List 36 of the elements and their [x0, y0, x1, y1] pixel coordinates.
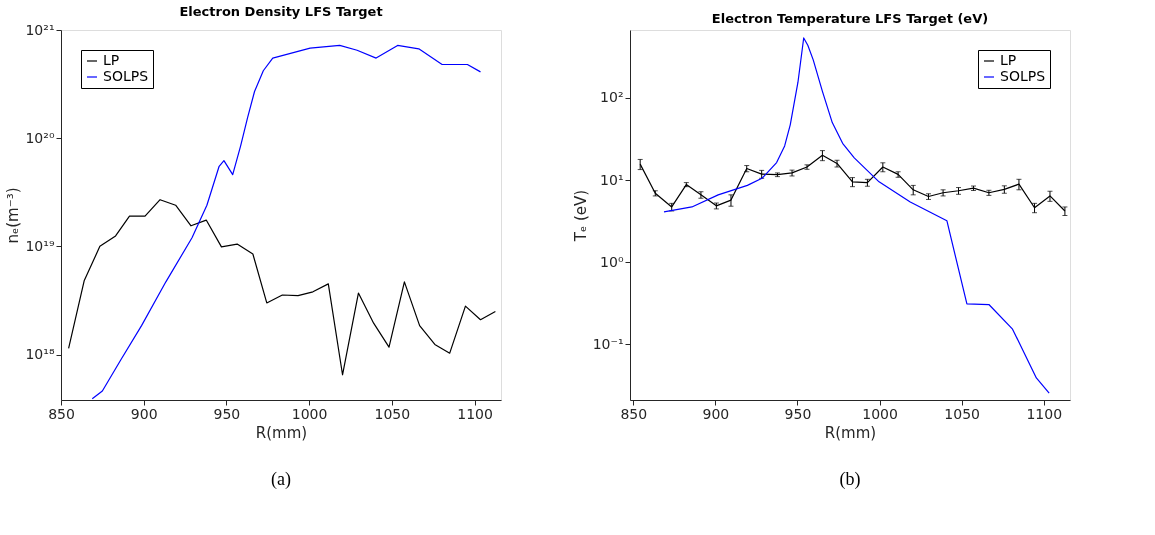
y-tick-label: 10¹ — [600, 171, 624, 188]
x-tick-label: 900 — [130, 405, 158, 422]
line-series — [68, 199, 496, 376]
y-axis-title: Tₑ (eV) — [571, 189, 590, 243]
y-tick-label: 10⁻¹ — [592, 335, 624, 352]
y-tick-label: 10² — [600, 89, 624, 106]
x-tick-label: 900 — [702, 405, 730, 422]
text: (b) — [839, 469, 861, 490]
chart-title: Electron Temperature LFS Target (eV) — [711, 11, 989, 26]
x-tick-label: 1000 — [862, 405, 898, 422]
y-tick-label: 10²¹ — [25, 21, 55, 38]
y-axis-title: nₑ(m⁻³) — [4, 187, 23, 244]
y-tick-label: 10²⁰ — [25, 129, 55, 146]
line-series — [91, 44, 482, 400]
x-axis-title: R(mm) — [824, 423, 877, 442]
text: (a) — [271, 469, 291, 490]
line-series — [639, 154, 1066, 212]
x-tick-label: 1050 — [944, 405, 980, 422]
y-tick-label: 10¹⁹ — [25, 237, 55, 254]
y-tick-label: 10⁰ — [600, 253, 624, 270]
legend-label: LP — [1000, 52, 1017, 68]
y-tick-label: 10¹⁸ — [25, 346, 55, 363]
legend-label: LP — [103, 52, 120, 68]
x-tick-label: 1000 — [291, 405, 328, 422]
legend-label: SOLPS — [103, 68, 149, 84]
x-tick-label: 950 — [213, 405, 241, 422]
line-series — [663, 37, 1050, 394]
x-tick-label: 1100 — [457, 405, 493, 422]
x-axis-title: R(mm) — [255, 423, 308, 442]
legend-label: SOLPS — [1000, 68, 1046, 84]
x-tick-label: 850 — [620, 405, 648, 422]
x-tick-label: 850 — [48, 405, 75, 422]
x-tick-label: 950 — [784, 405, 812, 422]
x-tick-label: 1100 — [1026, 405, 1063, 422]
x-tick-label: 1050 — [374, 405, 411, 422]
chart-title: Electron Density LFS Target — [179, 4, 383, 19]
